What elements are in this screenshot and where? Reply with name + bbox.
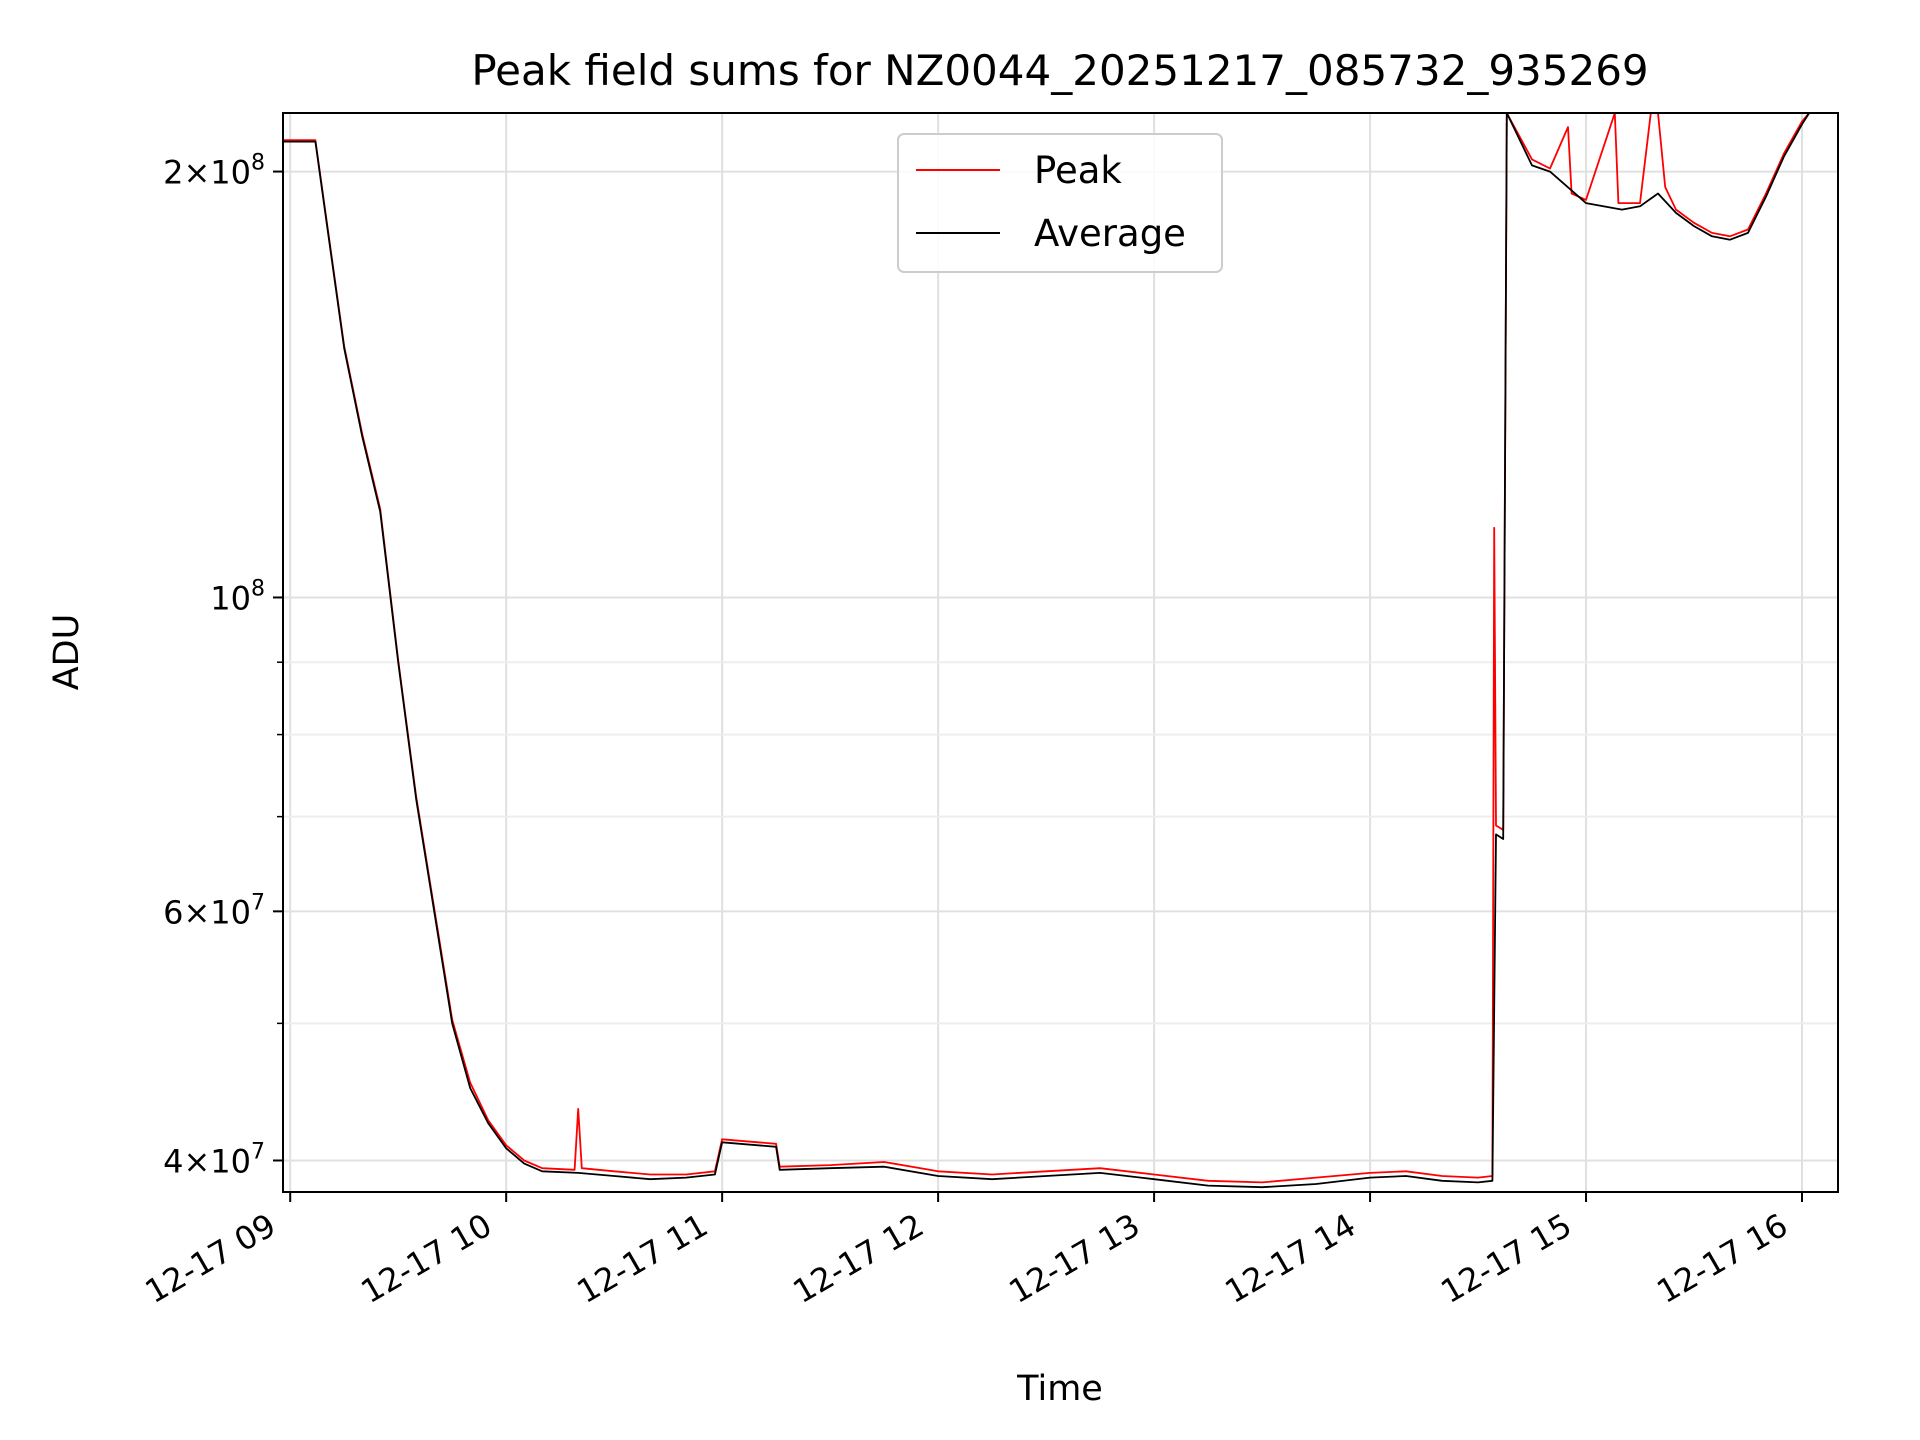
plot-frame <box>282 112 1839 1193</box>
y-tick-label: 108 <box>210 576 265 617</box>
series-line-average <box>283 112 1838 1189</box>
chart-title: Peak field sums for NZ0044_20251217_0857… <box>471 46 1648 95</box>
legend-label-average: Average <box>1034 212 1186 255</box>
y-tick-label: 4×107 <box>163 1139 265 1180</box>
legend-box <box>897 133 1223 273</box>
y-axis-title: ADU <box>47 614 87 691</box>
legend: Peak Average <box>897 133 1223 273</box>
y-axis: 4×107 6×107 108 2×108 <box>163 151 283 1180</box>
x-axis-title: Time <box>1016 1369 1103 1409</box>
series-lines <box>283 112 1838 1189</box>
legend-label-peak: Peak <box>1034 149 1122 192</box>
y-tick-label: 6×107 <box>163 890 265 931</box>
series-line-peak <box>283 112 1838 1184</box>
y-tick-label: 2×108 <box>163 151 265 192</box>
grid-lines <box>283 113 1838 1192</box>
